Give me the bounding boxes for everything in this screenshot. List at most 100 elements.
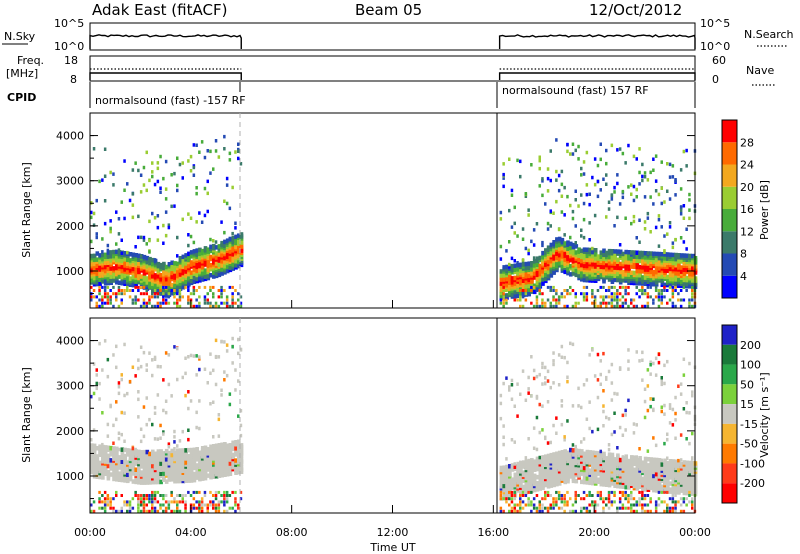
power-cell [671, 241, 675, 245]
velocity-cell [109, 497, 112, 501]
power-cell [231, 258, 235, 263]
freq-unit: [MHz] [6, 67, 38, 80]
power-cell [103, 289, 107, 292]
power-cell [123, 257, 127, 262]
velocity-cell [593, 500, 597, 504]
velocity-cell [505, 500, 508, 504]
power-cell [212, 260, 216, 265]
power-cell [98, 304, 101, 308]
power-cell [646, 295, 650, 299]
velocity-cell [582, 465, 587, 471]
power-cell [577, 257, 581, 263]
velocity-cell [638, 497, 641, 501]
power-cell [627, 285, 630, 289]
power-cell [231, 185, 234, 190]
power-cell [605, 148, 608, 153]
power-cell [164, 187, 168, 191]
velocity-cell [508, 385, 511, 389]
power-cell [109, 298, 112, 302]
velocity-cell [552, 452, 556, 457]
power-cell [217, 289, 221, 292]
power-cell [142, 238, 146, 242]
velocity-cell [228, 443, 233, 448]
velocity-cell [538, 506, 541, 510]
power-cell [189, 216, 193, 220]
velocity-cell [173, 450, 177, 456]
velocity-cell [541, 509, 544, 513]
velocity-cell [217, 509, 221, 513]
velocity-cell [120, 475, 125, 481]
velocity-cell [666, 359, 669, 364]
power-cell [627, 264, 631, 269]
velocity-cell [159, 471, 163, 476]
velocity-cell [591, 500, 594, 504]
velocity-cell [563, 355, 566, 360]
power-cell [234, 226, 237, 230]
power-cell [101, 301, 104, 305]
power-cell [544, 202, 547, 206]
velocity-cell [502, 381, 505, 386]
velocity-cell [134, 447, 137, 452]
velocity-cell [613, 494, 616, 497]
power-cell [513, 205, 516, 210]
velocity-cell [212, 494, 215, 497]
power-cell [516, 158, 519, 163]
velocity-cell [591, 450, 595, 455]
power-cell [95, 257, 100, 262]
power-cell [115, 249, 119, 255]
velocity-cell [635, 457, 640, 463]
velocity-cell [527, 437, 530, 441]
velocity-cell [635, 467, 640, 473]
velocity-cell [613, 500, 616, 504]
power-cell [178, 272, 183, 277]
velocity-cell [239, 423, 243, 428]
velocity-cell [544, 494, 547, 497]
power-cell [237, 156, 240, 161]
velocity-cell [541, 365, 544, 370]
power-cell [134, 245, 137, 249]
velocity-cell [593, 462, 598, 468]
velocity-cell [574, 478, 579, 484]
velocity-cell [184, 460, 188, 465]
power-cell [237, 142, 240, 146]
velocity-cell [120, 494, 123, 497]
power-cell [580, 173, 583, 177]
power-cell [688, 301, 691, 305]
velocity-cell [538, 500, 541, 504]
power-cell [508, 208, 511, 213]
power-cell [591, 175, 594, 180]
velocity-cell [209, 352, 212, 356]
velocity-cell [613, 411, 616, 415]
power-cell [671, 252, 676, 258]
velocity-cell [499, 477, 504, 483]
velocity-cell [502, 442, 505, 447]
velocity-cell [223, 497, 226, 501]
power-cell [546, 298, 550, 302]
velocity-cell [200, 470, 205, 475]
power-ylabel: Slant Range [km] [20, 162, 33, 258]
power-cell [532, 283, 537, 288]
date-title: 12/Oct/2012 [589, 1, 682, 19]
velocity-cell [200, 506, 204, 510]
velocity-cell [178, 494, 182, 497]
power-cell [635, 195, 638, 199]
power-cell [613, 277, 617, 283]
power-cell [505, 298, 508, 302]
velocity-cell [98, 464, 102, 470]
velocity-cell [95, 446, 100, 451]
power-cell [237, 241, 241, 246]
power-cell [167, 292, 171, 296]
velocity-cell [541, 382, 544, 386]
velocity-cell [139, 456, 144, 461]
power-cell [685, 253, 689, 258]
power-cell [524, 272, 529, 277]
power-cell [535, 298, 539, 302]
power-scatter [90, 134, 698, 308]
power-cell [192, 292, 196, 296]
power-cell [549, 285, 552, 289]
power-cell [95, 235, 98, 240]
power-cell [549, 209, 552, 213]
velocity-cell [98, 497, 101, 501]
power-cell [200, 248, 205, 254]
power-cell [546, 285, 550, 289]
